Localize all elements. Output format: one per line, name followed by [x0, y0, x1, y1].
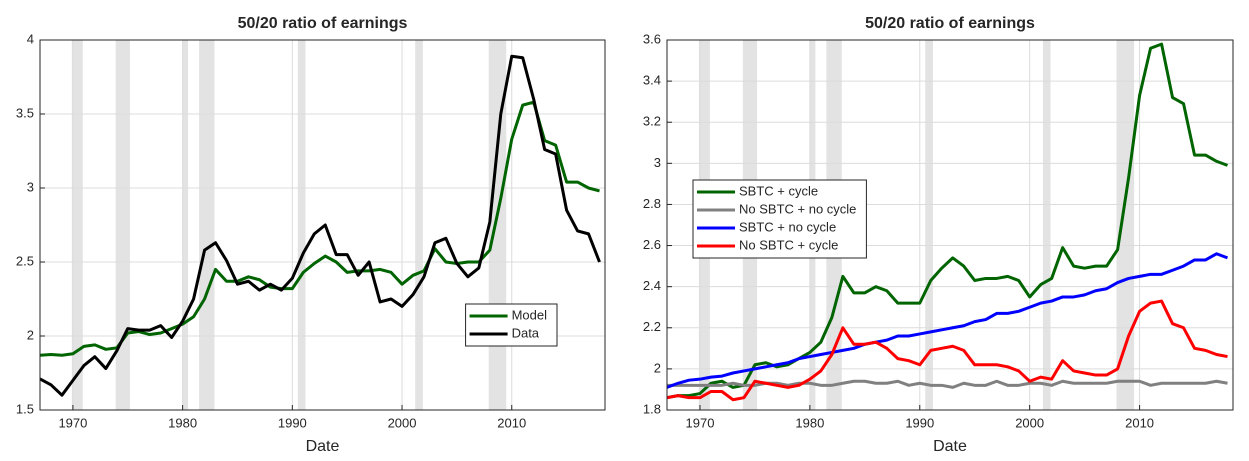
y-tick-label: 3	[654, 155, 661, 170]
plot-area	[40, 54, 601, 397]
y-tick-label: 3.2	[643, 114, 661, 129]
chart-panel: 1.5 2 2.5 3 3.5 4 1970 1980 1990 2000 2010 50/20 ra…	[16, 15, 606, 455]
x-tick-label: 1970	[686, 415, 715, 430]
y-tick-label: 1.5	[16, 401, 34, 416]
data-line	[667, 252, 1229, 389]
data-line	[40, 100, 600, 357]
y-tick-label: 2.2	[643, 319, 661, 334]
shaded-period	[182, 40, 189, 410]
legend-label: No SBTC + no cycle	[739, 201, 856, 216]
shaded-period	[115, 40, 130, 410]
y-tick-label: 2	[654, 360, 661, 375]
shaded-period	[1042, 40, 1051, 410]
y-tick-label: 3.5	[16, 105, 34, 120]
data-line	[667, 299, 1228, 402]
legend-label: SBTC + cycle	[739, 183, 818, 198]
x-tick-label: 1990	[278, 415, 307, 430]
shaded-period	[415, 40, 423, 410]
y-tick-label: 2.6	[643, 237, 661, 252]
data-line	[667, 42, 1229, 400]
y-tick-label: 2.8	[643, 196, 661, 211]
y-tick-label: 2.4	[643, 278, 661, 293]
data-line	[667, 379, 1228, 389]
legend-label: Data	[512, 325, 540, 340]
x-tick-label: 1980	[168, 415, 197, 430]
y-tick-label: 1.8	[643, 401, 661, 416]
legend-box	[465, 303, 558, 347]
legend: SBTC + cycle No SBTC + no cycle SBTC + no …	[692, 179, 867, 259]
legend-label: No SBTC + cycle	[739, 237, 838, 252]
legend-label: SBTC + no cycle	[739, 219, 836, 234]
x-axis-label: Date	[933, 438, 967, 455]
axes-background	[40, 40, 605, 410]
y-tick-label: 4	[27, 31, 34, 46]
shaded-period	[297, 40, 306, 410]
y-tick-label: 2	[27, 327, 34, 342]
x-tick-label: 2010	[497, 415, 526, 430]
shaded-period	[1116, 40, 1135, 410]
chart-title: 50/20 ratio of earnings	[865, 15, 1035, 32]
y-tick-label: 3.6	[643, 31, 661, 46]
chart-panel: 1.8 2 2.2 2.4 2.6 2.8 3 3.2 3.4 3.6 1970 1980 1990 20…	[643, 15, 1234, 455]
y-tick-label: 3.4	[643, 73, 661, 88]
x-tick-label: 1990	[905, 415, 934, 430]
y-tick-label: 2.5	[16, 253, 34, 268]
data-line	[40, 54, 601, 397]
plot-area	[667, 42, 1229, 402]
chart-title: 50/20 ratio of earnings	[238, 15, 408, 32]
x-tick-label: 2000	[1015, 415, 1044, 430]
y-tick-label: 3	[27, 179, 34, 194]
x-axis-label: Date	[306, 438, 340, 455]
shaded-period	[925, 40, 933, 410]
legend-label: Model	[512, 307, 548, 322]
x-tick-label: 2000	[388, 415, 417, 430]
legend: Model Data	[465, 303, 558, 347]
x-tick-label: 2010	[1125, 415, 1154, 430]
axes-box	[39, 39, 606, 411]
axes-box	[666, 39, 1234, 411]
shaded-period	[71, 40, 83, 410]
x-tick-label: 1970	[58, 415, 87, 430]
x-tick-label: 1980	[795, 415, 824, 430]
shaded-period	[199, 40, 215, 410]
